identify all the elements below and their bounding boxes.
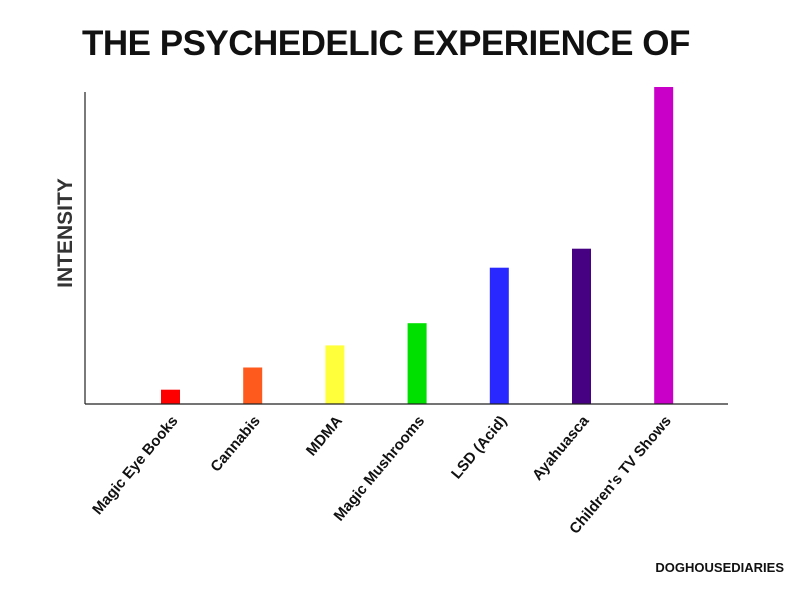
chart-title: THE PSYCHEDELIC EXPERIENCE OF [82, 24, 690, 63]
credit-label: DOGHOUSEDIARIES [655, 560, 784, 575]
x-tick-label: Cannabis [207, 413, 263, 476]
bar-children-s-tv-shows [654, 87, 674, 404]
bar-lsd-acid [489, 267, 509, 404]
x-tick-label: LSD (Acid) [448, 413, 510, 483]
bar-magic-mushrooms [407, 323, 427, 404]
bar-magic-eye-books [161, 389, 180, 404]
x-tick-label: Ayahuasca [529, 412, 593, 484]
y-axis-label: INTENSITY [54, 178, 77, 288]
x-tick-label: MDMA [303, 413, 346, 460]
bar-ayahuasca [572, 248, 591, 404]
x-tick-label: Magic Eye Books [89, 413, 181, 518]
bar-mdma [325, 345, 345, 404]
x-tick-label: Magic Mushrooms [330, 413, 428, 525]
bar-cannabis [243, 367, 263, 404]
bars-group [161, 87, 674, 404]
